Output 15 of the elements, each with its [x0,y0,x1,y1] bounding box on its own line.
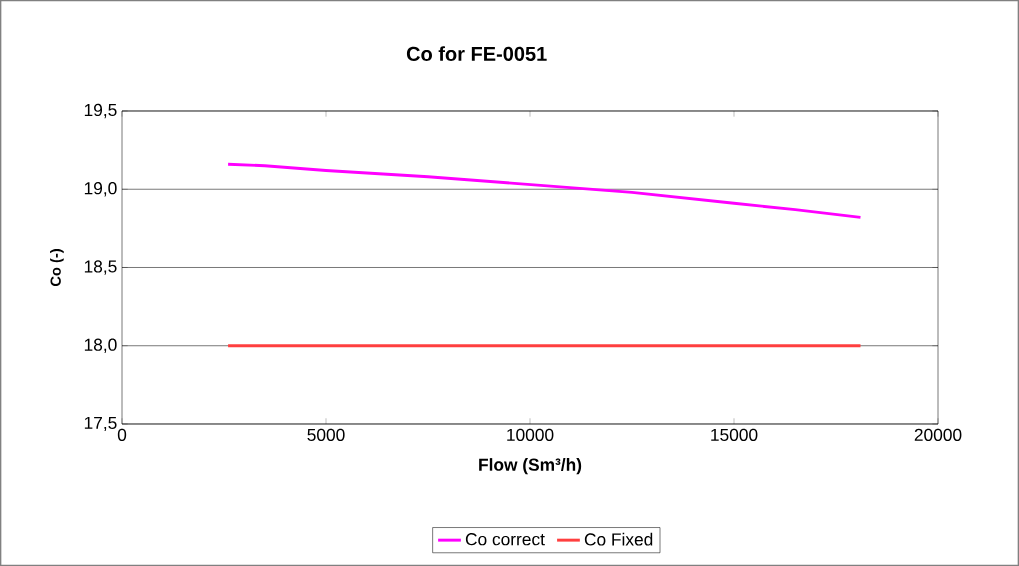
y-tick-label: 19,0 [84,182,117,197]
x-tick-label: 0 [117,428,127,441]
x-tick-label: 10000 [507,428,554,441]
y-tick-label: 19,5 [84,103,117,119]
y-tick-label: 17,5 [84,416,117,432]
y-tick-label: 18,0 [84,338,117,353]
legend-label: Co Fixed [584,532,653,546]
y-axis-title: Co (-) [50,249,64,287]
y-tick-label: 18,5 [84,260,117,275]
legend-label: Co correct [465,533,545,546]
x-tick-label: 15000 [711,428,758,441]
x-tick-label: 5000 [307,428,345,441]
x-tick-label: 20000 [914,428,962,441]
chart-title: Co for FE-0051 [406,46,547,61]
x-axis-title: Flow (Sm³/h) [479,458,582,475]
